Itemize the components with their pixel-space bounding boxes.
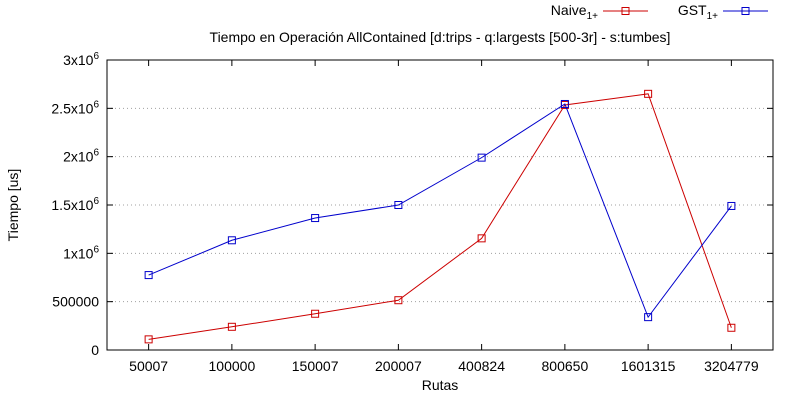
naive-data-point (477, 234, 486, 243)
naive-data-point (227, 322, 236, 331)
y-tick-label: 0 (91, 342, 99, 358)
legend-marker-gst (741, 7, 750, 15)
y-tick-label: 1.5x106 (51, 196, 99, 213)
x-tick-label: 400824 (458, 358, 505, 374)
legend-marker-naive (621, 7, 630, 15)
gst-series-line (148, 103, 732, 319)
y-tick-label: 1x106 (63, 244, 99, 261)
x-tick-label: 1601315 (621, 358, 676, 374)
gst-data-point (477, 153, 486, 162)
naive-series-line (148, 93, 732, 340)
naive-data-point (644, 89, 653, 98)
y-axis-label: Tiempo [us] (5, 169, 21, 242)
naive-data-point (311, 309, 320, 318)
legend-label-naive: Naive1+ (551, 2, 598, 22)
series-layer (144, 89, 736, 344)
x-tick-label: 50007 (129, 358, 168, 374)
y-tick-label: 2x106 (63, 148, 99, 165)
x-tick-label: 800650 (542, 358, 589, 374)
gst-data-point (560, 99, 569, 108)
x-axis-label: Rutas (422, 377, 459, 393)
axis-ticks: 0 500000 1x106 1.5x106 2x106 2.5x106 3x106 5000… (51, 51, 773, 374)
gst-data-point (644, 313, 653, 322)
legend-label-gst: GST1+ (678, 2, 718, 22)
y-tick-label: 3x106 (63, 51, 99, 68)
gst-data-point (144, 271, 153, 280)
chart-title: Tiempo en Operación AllContained [d:trip… (210, 29, 671, 45)
grid-lines (107, 107, 773, 303)
y-tick-label: 2.5x106 (51, 99, 99, 116)
gst-data-point (394, 201, 403, 209)
legend: Naive1+ GST1+ (551, 2, 768, 22)
gst-data-point (227, 236, 236, 245)
x-tick-label: 150007 (292, 358, 339, 374)
y-tick-label: 500000 (52, 294, 99, 310)
gst-data-point (311, 214, 320, 223)
x-tick-label: 100000 (209, 358, 256, 374)
naive-data-point (727, 323, 736, 332)
gst-data-point (727, 201, 736, 210)
naive-data-point (144, 335, 153, 344)
x-tick-label: 200007 (375, 358, 422, 374)
x-tick-label: 3204779 (704, 358, 759, 374)
naive-data-point (394, 296, 403, 305)
